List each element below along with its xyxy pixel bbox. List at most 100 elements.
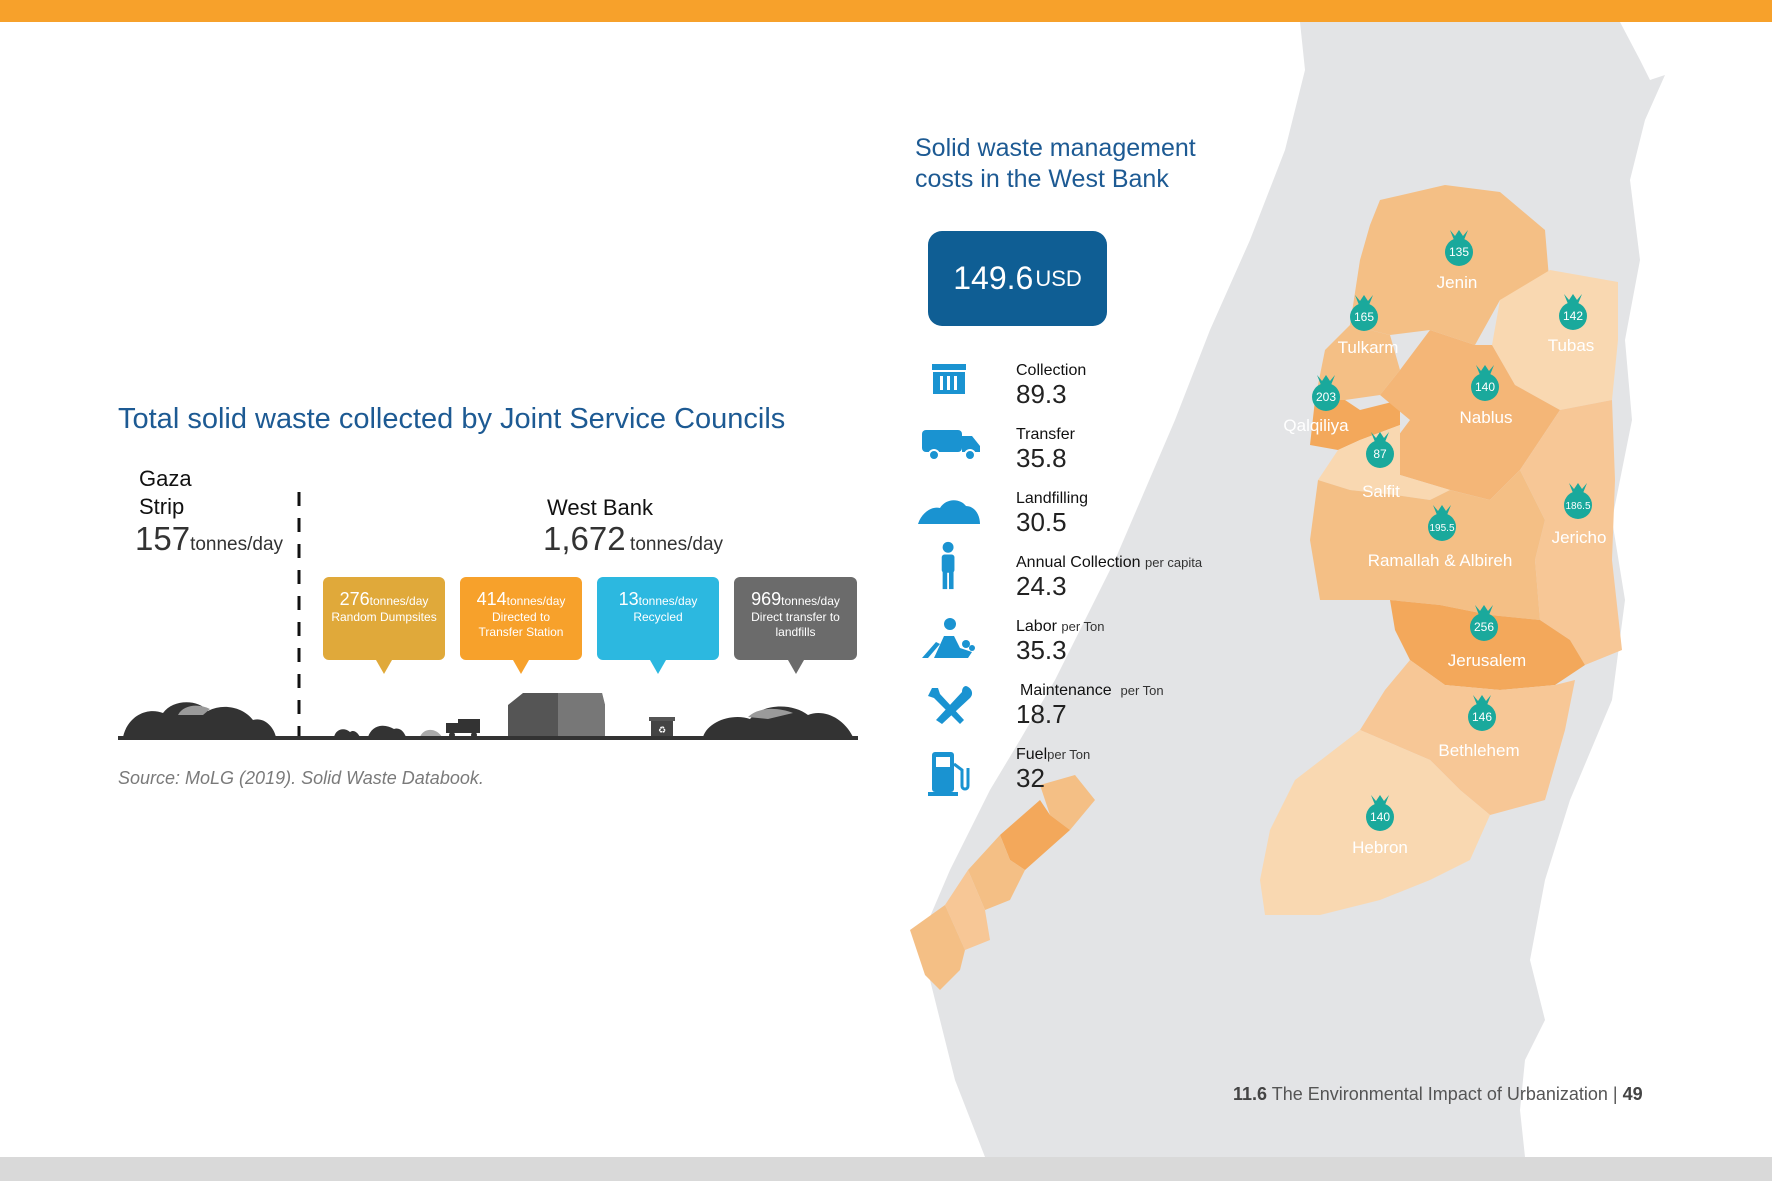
gaza-total-unit: tonnes/day [190, 534, 284, 555]
governorate-name: Jericho [1552, 528, 1607, 547]
cost-label: Landfilling [1016, 490, 1089, 507]
money-bag-icon [1366, 432, 1394, 468]
cost-label: Annual Collection [1016, 554, 1141, 571]
governorate-cost: 87 [1373, 447, 1387, 461]
governorate-cost: 256 [1474, 620, 1494, 634]
waste-pile-icon [420, 729, 442, 737]
governorate-cost: 146 [1472, 710, 1492, 724]
cost-suffix: per Ton [1061, 619, 1105, 634]
person-icon [941, 541, 955, 590]
cost-value: 35.3 [1016, 635, 1067, 665]
callout-value: 414 [476, 589, 507, 609]
callout-unit: tonnes/day [506, 594, 566, 608]
cost-label: Collection [1016, 362, 1087, 379]
landfill-mound-icon [918, 500, 980, 524]
governorate-name: Qalqiliya [1283, 416, 1349, 435]
gaza-strip-label: Gaza Strip [139, 466, 192, 519]
truck-icon [922, 430, 980, 461]
cost-item-annual-collection: Annual Collection per capita 24.3 [1016, 554, 1266, 600]
cost-value: 32 [1016, 763, 1045, 793]
region-ramallah [1310, 470, 1545, 620]
cost-suffix: per Ton [1047, 747, 1091, 762]
cost-value: 89.3 [1016, 379, 1067, 409]
right-section-title: Solid waste management costs in the West… [915, 134, 1196, 193]
tools-icon [928, 686, 973, 724]
fuel-pump-icon [928, 752, 970, 796]
west-bank-total: 1,672 tonnes/day [543, 520, 723, 558]
cost-item-maintenance: Maintenance per Ton 18.7 [1016, 682, 1270, 728]
region-jenin [1350, 185, 1550, 345]
callout-random-dumpsites: 276tonnes/day Random Dumpsites [323, 577, 445, 674]
callout-landfills: 969tonnes/day Direct transfer to landfil… [734, 577, 857, 674]
worker-icon [922, 618, 975, 658]
callout-unit: tonnes/day [638, 594, 698, 608]
waste-pile-icon [178, 705, 210, 715]
governorate-name: Salfit [1362, 482, 1400, 501]
callout-recycled: 13tonnes/day Recycled [597, 577, 719, 674]
money-bag-icon [1559, 294, 1587, 330]
footer-separator: | [1612, 1084, 1618, 1104]
west-bank-total-value: 1,672 [543, 520, 626, 557]
cost-item-collection: Collection 89.3 [1016, 362, 1266, 408]
region-bethlehem [1360, 660, 1575, 815]
waste-pile-icon [703, 706, 853, 737]
governorate-name: Ramallah & Albireh [1368, 551, 1513, 570]
money-bag-icon [1428, 505, 1456, 541]
gaza-total-value: 157 [135, 520, 191, 557]
governorate-name: Tubas [1548, 336, 1595, 355]
money-bag-icon [1468, 695, 1496, 731]
region-qalqiliya [1310, 400, 1400, 450]
callout-value: 276 [339, 589, 370, 609]
gaza-total: 157tonnes/day [135, 520, 283, 558]
total-cost-box: 149.6 USD [928, 231, 1107, 326]
source-note: Source: MoLG (2019). Solid Waste Databoo… [118, 768, 484, 788]
money-bag-icon [1445, 230, 1473, 266]
governorate-cost: 203 [1316, 390, 1336, 404]
waste-pile-icon [368, 725, 406, 737]
callout-label: Random Dumpsites [331, 610, 437, 624]
callout-transfer-station: 414tonnes/day Directed to Transfer Stati… [460, 577, 582, 674]
truck-icon [446, 719, 480, 738]
cost-suffix: per Ton [1120, 683, 1164, 698]
money-bag-icon [1564, 483, 1592, 519]
governorate-name: Jerusalem [1448, 651, 1526, 670]
left-section-title: Total solid waste collected by Joint Ser… [118, 403, 786, 435]
governorate-cost: 135 [1449, 245, 1469, 259]
cost-item-labor: Labor per Ton 35.3 [1016, 618, 1266, 664]
governorate-name: Tulkarm [1338, 338, 1399, 357]
footer-title: The Environmental Impact of Urbanization [1271, 1084, 1608, 1104]
gaza-strip-regions [910, 775, 1095, 990]
recycle-bin-icon: ♻ [649, 717, 675, 737]
cost-label: Fuel [1016, 746, 1048, 763]
callout-label: Direct transfer to landfills [751, 610, 840, 639]
total-cost-unit: USD [1035, 265, 1082, 291]
west-bank-label: West Bank [547, 495, 653, 520]
governorate-cost: 142 [1563, 309, 1583, 323]
money-bag-icon [1470, 605, 1498, 641]
cost-bags: 135 Jenin 165 Tulkarm 142 Tubas 203 Qalqiliya 14… [1283, 230, 1606, 857]
cost-item-transfer: Transfer 35.8 [1016, 426, 1266, 472]
waste-pile-icon [748, 708, 793, 719]
governorate-name: Bethlehem [1438, 741, 1519, 760]
money-bag-icon [1366, 795, 1394, 831]
svg-text:♻: ♻ [658, 726, 666, 736]
page-number: 49 [1622, 1084, 1643, 1104]
governorate-name: Jenin [1437, 273, 1478, 292]
callout-unit: tonnes/day [369, 594, 429, 608]
governorate-name: Hebron [1352, 838, 1408, 857]
bottom-bar [0, 1157, 1772, 1181]
cost-item-landfilling: Landfilling 30.5 [1016, 490, 1266, 536]
west-bank-total-unit: tonnes/day [630, 534, 724, 555]
region-nablus [1380, 330, 1560, 500]
waste-scene-illustration: ♻ [118, 693, 858, 740]
callout-label: Recycled [633, 610, 683, 624]
top-accent-bar [0, 0, 1772, 22]
cost-label: Labor [1016, 618, 1057, 635]
container-icon [932, 364, 966, 394]
callout-unit: tonnes/day [781, 594, 840, 608]
governorate-name: Nablus [1460, 408, 1513, 427]
cost-value: 35.8 [1016, 443, 1067, 473]
money-bag-icon [1350, 295, 1378, 331]
transfer-station-building-icon [508, 693, 605, 737]
